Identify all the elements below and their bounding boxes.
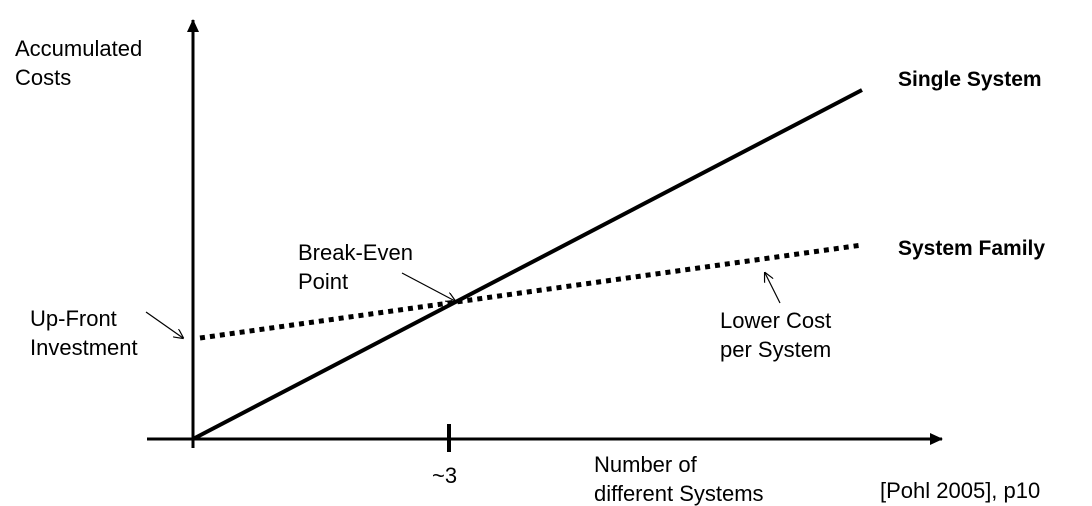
lower-cost-label: Lower Cost per System xyxy=(720,308,832,362)
y-axis-label: Accumulated Costs xyxy=(15,36,143,90)
single-system-line xyxy=(192,88,863,441)
series-label-single-system: Single System xyxy=(898,68,1042,91)
x-tick-label: ~3 xyxy=(432,463,458,488)
break-even-label: Break-Even Point xyxy=(298,240,413,294)
break-even-arrow xyxy=(401,272,455,301)
system-family-line xyxy=(199,242,863,341)
up-front-arrow xyxy=(145,311,183,338)
up-front-investment-label: Up-Front Investment xyxy=(30,306,138,360)
citation: [Pohl 2005], p10 xyxy=(880,478,1041,503)
x-axis-label: Number of different Systems xyxy=(594,452,764,506)
series-label-system-family: System Family xyxy=(898,237,1046,260)
lower-cost-arrow xyxy=(765,273,781,304)
